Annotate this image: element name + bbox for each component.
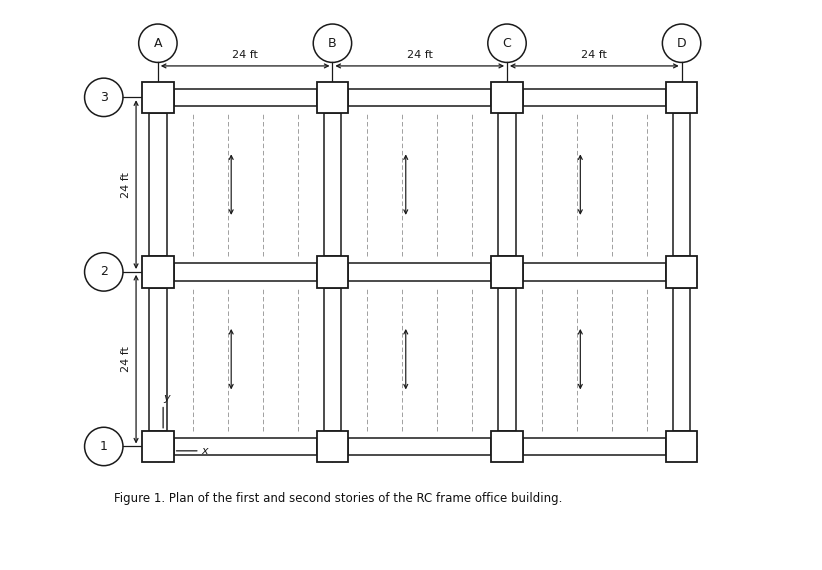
Bar xyxy=(492,256,523,288)
Bar xyxy=(173,263,316,280)
Text: x: x xyxy=(201,446,208,456)
FancyArrowPatch shape xyxy=(229,330,233,388)
FancyArrowPatch shape xyxy=(162,64,328,68)
Bar xyxy=(324,288,341,431)
Bar xyxy=(149,113,167,256)
FancyArrowPatch shape xyxy=(337,64,503,68)
Bar xyxy=(666,256,697,288)
Bar xyxy=(523,263,666,280)
Bar xyxy=(349,263,492,280)
Text: 24 ft: 24 ft xyxy=(407,50,432,60)
Bar xyxy=(316,256,349,288)
Text: C: C xyxy=(502,36,511,50)
Bar xyxy=(173,88,316,106)
Bar xyxy=(173,438,316,455)
Text: 24 ft: 24 ft xyxy=(233,50,258,60)
FancyArrowPatch shape xyxy=(579,330,582,388)
Text: B: B xyxy=(328,36,337,50)
Text: A: A xyxy=(154,36,162,50)
Bar xyxy=(324,113,341,256)
Bar xyxy=(523,88,666,106)
Bar xyxy=(666,82,697,113)
FancyArrowPatch shape xyxy=(579,156,582,214)
Text: 24 ft: 24 ft xyxy=(121,172,131,198)
Bar xyxy=(673,113,690,256)
Text: 2: 2 xyxy=(99,266,108,278)
FancyArrowPatch shape xyxy=(134,276,138,442)
FancyArrowPatch shape xyxy=(404,330,408,388)
FancyArrowPatch shape xyxy=(134,101,138,268)
Bar xyxy=(498,288,515,431)
Text: y: y xyxy=(163,393,170,403)
FancyArrowPatch shape xyxy=(229,156,233,214)
Bar xyxy=(523,438,666,455)
Bar xyxy=(666,431,697,462)
Text: D: D xyxy=(677,36,686,50)
Text: Figure 1. Plan of the first and second stories of the RC frame office building.: Figure 1. Plan of the first and second s… xyxy=(114,492,562,505)
Bar xyxy=(349,88,492,106)
Bar xyxy=(492,431,523,462)
Bar xyxy=(673,288,690,431)
Bar xyxy=(149,288,167,431)
Bar xyxy=(349,438,492,455)
Bar xyxy=(142,431,173,462)
FancyArrowPatch shape xyxy=(404,156,408,214)
Bar xyxy=(142,82,173,113)
Bar xyxy=(492,82,523,113)
FancyArrowPatch shape xyxy=(511,64,677,68)
Bar xyxy=(142,256,173,288)
Text: 24 ft: 24 ft xyxy=(581,50,607,60)
Bar xyxy=(498,113,515,256)
Text: 1: 1 xyxy=(99,440,108,453)
Text: 3: 3 xyxy=(99,91,108,104)
Bar xyxy=(316,431,349,462)
Bar xyxy=(316,82,349,113)
Text: 24 ft: 24 ft xyxy=(121,346,131,372)
